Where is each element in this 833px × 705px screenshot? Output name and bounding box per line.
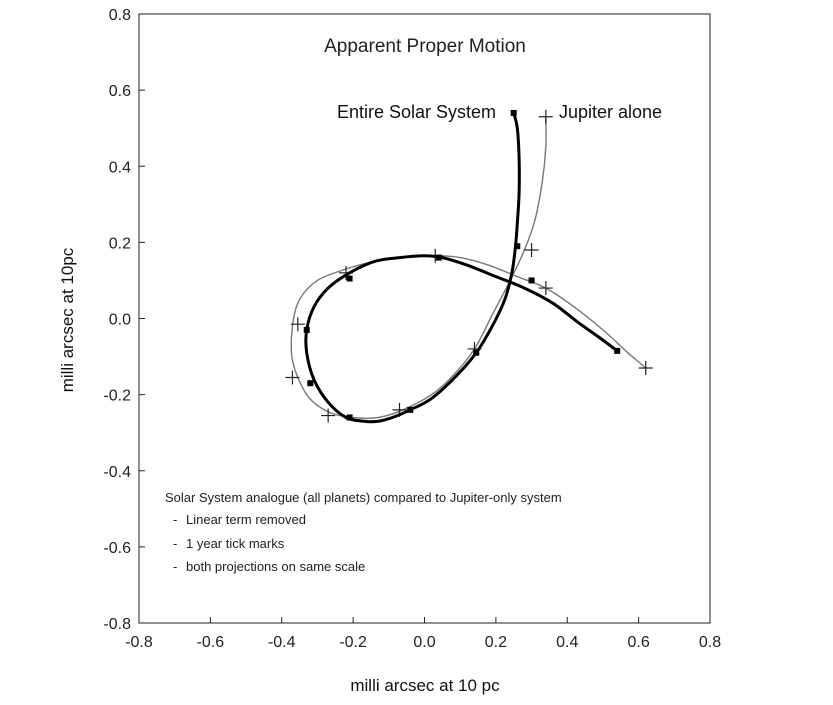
y-axis-title: milli arcsec at 10pc: [58, 247, 77, 392]
annotation-heading: Solar System analogue (all planets) comp…: [165, 490, 562, 505]
x-axis-title: milli arcsec at 10 pc: [350, 676, 500, 695]
y-tick-label: 0.0: [109, 312, 131, 329]
series-line-jupiter: [290, 116, 647, 419]
x-tick-label: -0.2: [339, 634, 367, 651]
x-tick-label: 0.8: [699, 634, 721, 651]
solar-system-year-tick: [346, 414, 353, 421]
solar-system-year-tick: [510, 109, 517, 116]
jupiter-year-tick: [321, 408, 336, 423]
annotation-bullet-mark: -: [173, 559, 177, 574]
series-line-solar-system: [304, 112, 619, 424]
solar-system-year-tick: [346, 275, 353, 282]
solar-system-year-tick: [528, 277, 535, 284]
jupiter-year-tick: [524, 242, 539, 257]
series-layer: [285, 109, 653, 424]
jupiter-year-tick: [290, 317, 305, 332]
annotation-bullet-mark: -: [173, 512, 177, 527]
y-tick-label: 0.6: [109, 83, 131, 100]
y-tick-label: 0.2: [109, 235, 131, 252]
chart-title: Apparent Proper Motion: [324, 36, 526, 57]
solar-system-year-tick: [303, 326, 310, 333]
y-tick-label: 0.4: [109, 159, 131, 176]
solar-system-year-tick: [435, 254, 442, 261]
x-axis-ticks: -0.8 -0.6 -0.4 -0.2 0.0 0.2 0.4 0.6 0.8: [125, 617, 721, 651]
annotation-bullet-1: Linear term removed: [186, 512, 306, 527]
x-tick-label: 0.6: [628, 634, 650, 651]
solar-system-year-tick: [614, 347, 621, 354]
jupiter-year-tick: [538, 109, 553, 124]
x-tick-label: -0.4: [268, 634, 296, 651]
y-axis-ticks: 0.8 0.6 0.4 0.2 0.0 -0.2 -0.4 -0.6 -0.8: [103, 7, 145, 633]
y-tick-label: -0.4: [103, 464, 131, 481]
x-tick-label: 0.0: [413, 634, 435, 651]
y-tick-label: -0.2: [103, 388, 131, 405]
series-label-solar-system: Entire Solar System: [337, 102, 496, 122]
annotation-bullet-mark: -: [173, 536, 177, 551]
jupiter-year-tick: [538, 281, 553, 296]
jupiter-year-tick: [638, 360, 653, 375]
solar-system-year-tick: [407, 406, 414, 413]
series-label-jupiter: Jupiter alone: [559, 102, 662, 122]
solar-system-year-tick: [307, 380, 314, 387]
y-tick-label: -0.6: [103, 540, 131, 557]
y-tick-label: 0.8: [109, 7, 131, 24]
x-tick-label: 0.2: [485, 634, 507, 651]
x-tick-label: -0.6: [197, 634, 225, 651]
jupiter-year-tick: [285, 370, 300, 385]
solar-system-year-tick: [514, 243, 521, 250]
annotation-bullet-3: both projections on same scale: [186, 559, 365, 574]
solar-system-year-tick: [473, 349, 480, 356]
annotation-bullet-2: 1 year tick marks: [186, 536, 285, 551]
x-tick-label: 0.4: [556, 634, 578, 651]
x-tick-label: -0.8: [125, 634, 153, 651]
y-tick-label: -0.8: [103, 616, 131, 633]
